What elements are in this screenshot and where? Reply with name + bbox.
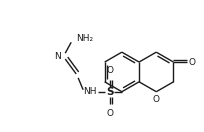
Text: O: O (152, 95, 159, 104)
Text: O: O (187, 58, 194, 67)
Text: NH₂: NH₂ (76, 34, 93, 43)
Text: N: N (54, 52, 61, 61)
Text: O: O (106, 109, 113, 118)
Text: O: O (106, 66, 113, 75)
Text: S: S (106, 87, 113, 97)
Text: NH: NH (83, 87, 96, 96)
